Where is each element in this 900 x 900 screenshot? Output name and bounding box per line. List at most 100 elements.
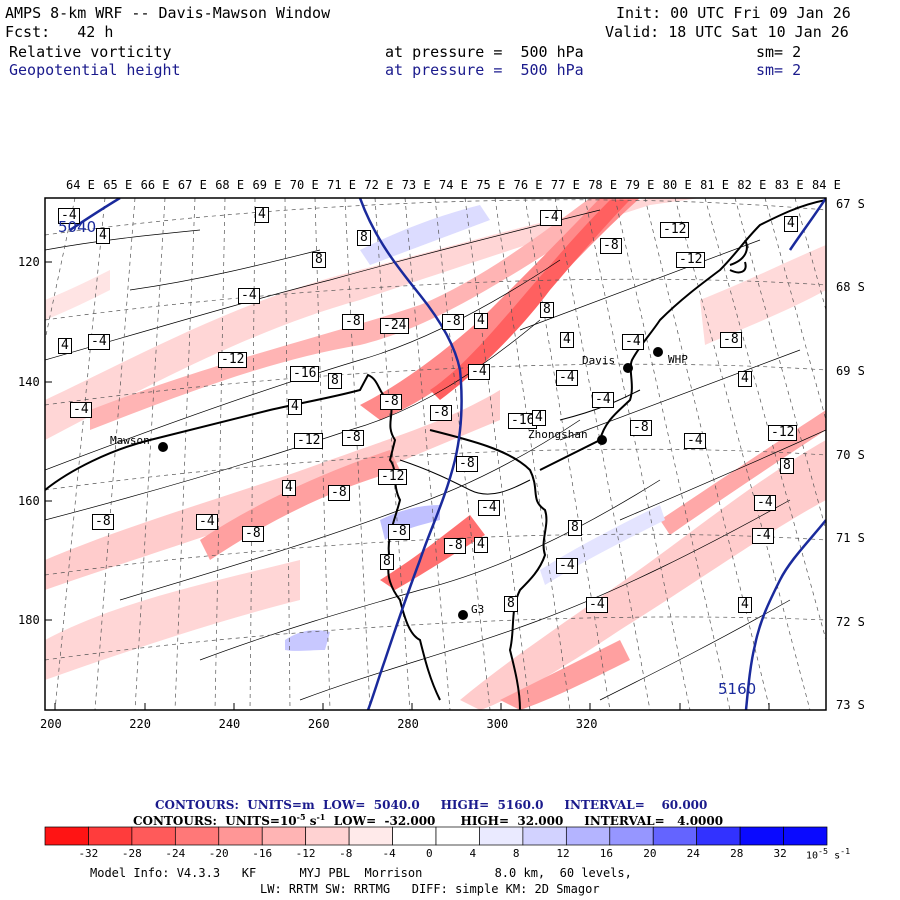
vorticity-label: -8 xyxy=(92,514,114,530)
model-info-line2: LW: RRTM SW: RRTMG DIFF: simple KM: 2D S… xyxy=(260,882,600,896)
vorticity-label: 8 xyxy=(504,596,518,612)
colorbar-label: 8 xyxy=(512,847,520,860)
longitude-tick-label: 72 E xyxy=(364,178,394,192)
init-time: Init: 00 UTC Fri 09 Jan 26 xyxy=(616,4,851,22)
longitude-tick-label: 84 E xyxy=(812,178,841,192)
vorticity-label: -12 xyxy=(218,352,248,368)
vorticity-label: -8 xyxy=(630,420,652,436)
longitude-tick-label: 71 E xyxy=(327,178,356,192)
longitude-tick-label: 77 E xyxy=(550,178,580,192)
vorticity-label: -12 xyxy=(378,469,408,485)
x-tick-label: 280 xyxy=(397,717,419,731)
x-tick-label: 240 xyxy=(218,717,241,731)
colorbar-label: 24 xyxy=(686,847,700,860)
colorbar-swatch xyxy=(435,826,480,846)
x-tick-label: 260 xyxy=(307,717,330,731)
vorticity-label: 4 xyxy=(738,371,752,387)
vorticity-label: -24 xyxy=(380,318,410,334)
vorticity-label: -4 xyxy=(196,514,218,530)
latitude-tick-label: 72 S xyxy=(836,615,865,629)
colorbar-swatch xyxy=(652,826,698,846)
longitude-tick-label: 73 E xyxy=(401,178,431,192)
vorticity-label: -8 xyxy=(342,430,364,446)
colorbar-label: 20 xyxy=(643,847,657,860)
colorbar-swatch xyxy=(565,826,611,846)
colorbar-swatch xyxy=(174,826,220,846)
plot-frame xyxy=(44,197,827,711)
vorticity-label: 8 xyxy=(312,252,326,268)
vorticity-label: -4 xyxy=(238,288,260,304)
vorticity-label: -8 xyxy=(242,526,264,542)
vorticity-label: -4 xyxy=(556,370,578,386)
field1-smoothing: sm= 2 xyxy=(756,43,802,61)
colorbar-label: -20 xyxy=(208,847,229,860)
colorbar-label: 12 xyxy=(556,847,570,860)
forecast-hour: Fcst: 42 h xyxy=(5,23,114,41)
vorticity-label: -8 xyxy=(600,238,622,254)
colorbar-units: 10-5 s-1 xyxy=(806,846,851,862)
colorbar-swatch xyxy=(305,826,350,846)
vorticity-label: 8 xyxy=(357,230,371,246)
vorticity-label: -12 xyxy=(294,433,324,449)
height-label: 5040 xyxy=(58,218,97,236)
colorbar-swatch xyxy=(609,826,654,846)
colorbar-label: -12 xyxy=(295,847,316,860)
plot-title: AMPS 8-km WRF -- Davis-Mawson Window xyxy=(5,4,331,22)
field2-pressure: at pressure = 500 hPa xyxy=(385,61,584,79)
vorticity-label: -8 xyxy=(720,332,742,348)
longitude-tick-label: 83 E xyxy=(774,178,804,192)
longitude-tick-label: 68 E xyxy=(215,178,245,192)
height-label: 5160 xyxy=(718,680,757,698)
colorbar-swatch xyxy=(44,826,89,846)
vorticity-label: -4 xyxy=(468,364,490,380)
vorticity-label: -4 xyxy=(586,597,608,613)
vorticity-label: 4 xyxy=(282,480,296,496)
valid-time: Valid: 18 UTC Sat 10 Jan 26 xyxy=(605,23,849,41)
vorticity-label: -4 xyxy=(540,210,562,226)
vorticity-label: -4 xyxy=(70,402,92,418)
colorbar-label: 4 xyxy=(469,847,477,860)
colorbar-swatch xyxy=(131,826,176,846)
latitude-tick-label: 73 S xyxy=(836,698,865,712)
height-contour-info: CONTOURS: UNITS=m LOW= 5040.0 HIGH= 5160… xyxy=(155,798,708,812)
vorticity-label: -4 xyxy=(622,334,644,350)
latitude-tick-label: 70 S xyxy=(836,448,865,462)
vorticity-label: -4 xyxy=(556,558,578,574)
latitude-tick-label: 67 S xyxy=(836,197,865,211)
geopotential-height-contours xyxy=(69,198,826,710)
colorbar-label: -28 xyxy=(121,847,142,860)
vorticity-label: -16 xyxy=(508,413,538,429)
vorticity-shading xyxy=(45,198,826,710)
x-tick-label: 320 xyxy=(575,717,598,731)
vorticity-label: -8 xyxy=(380,394,402,410)
vorticity-label: -8 xyxy=(388,524,410,540)
longitude-tick-label: 81 E xyxy=(700,178,729,192)
longitude-tick-label: 80 E xyxy=(662,178,692,192)
longitude-tick-label: 76 E xyxy=(513,178,543,192)
vorticity-label: -4 xyxy=(58,208,80,224)
field2-smoothing: sm= 2 xyxy=(756,61,802,79)
place-label: G3 xyxy=(471,603,485,616)
field2-name: Geopotential height xyxy=(9,61,181,79)
vorticity-label: -8 xyxy=(456,456,478,472)
vorticity-label: 4 xyxy=(96,228,110,244)
latitude-tick-label: 68 S xyxy=(836,280,865,294)
vorticity-label: -4 xyxy=(752,528,774,544)
colorbar-swatch xyxy=(783,826,828,846)
colorbar-swatch xyxy=(218,826,263,846)
vorticity-label: 4 xyxy=(738,597,752,613)
vorticity-label: 8 xyxy=(568,520,582,536)
colorbar-swatch xyxy=(739,826,784,846)
longitude-tick-label: 67 E xyxy=(177,178,207,192)
vorticity-label: -4 xyxy=(754,495,776,511)
longitude-tick-label: 78 E xyxy=(588,178,618,192)
vorticity-label: 8 xyxy=(780,458,794,474)
colorbar-label: -24 xyxy=(165,847,186,860)
colorbar-swatch xyxy=(348,826,393,846)
colorbar-swatch xyxy=(479,826,524,846)
longitude-tick-label: 79 E xyxy=(625,178,655,192)
vorticity-label: -12 xyxy=(768,425,798,441)
colorbar-swatch xyxy=(88,826,133,846)
colorbar-label: -8 xyxy=(339,847,353,860)
